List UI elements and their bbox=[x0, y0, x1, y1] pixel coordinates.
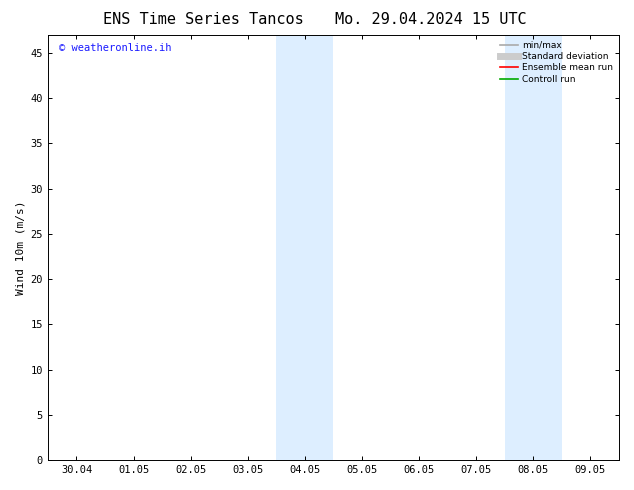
Text: ENS Time Series Tancos: ENS Time Series Tancos bbox=[103, 12, 303, 27]
Bar bbox=[276, 35, 305, 460]
Text: Mo. 29.04.2024 15 UTC: Mo. 29.04.2024 15 UTC bbox=[335, 12, 527, 27]
Y-axis label: Wind 10m (m/s): Wind 10m (m/s) bbox=[15, 200, 25, 294]
Bar bbox=[505, 35, 533, 460]
Text: © weatheronline.ih: © weatheronline.ih bbox=[60, 43, 172, 53]
Bar bbox=[533, 35, 562, 460]
Legend: min/max, Standard deviation, Ensemble mean run, Controll run: min/max, Standard deviation, Ensemble me… bbox=[498, 39, 614, 85]
Bar bbox=[305, 35, 333, 460]
